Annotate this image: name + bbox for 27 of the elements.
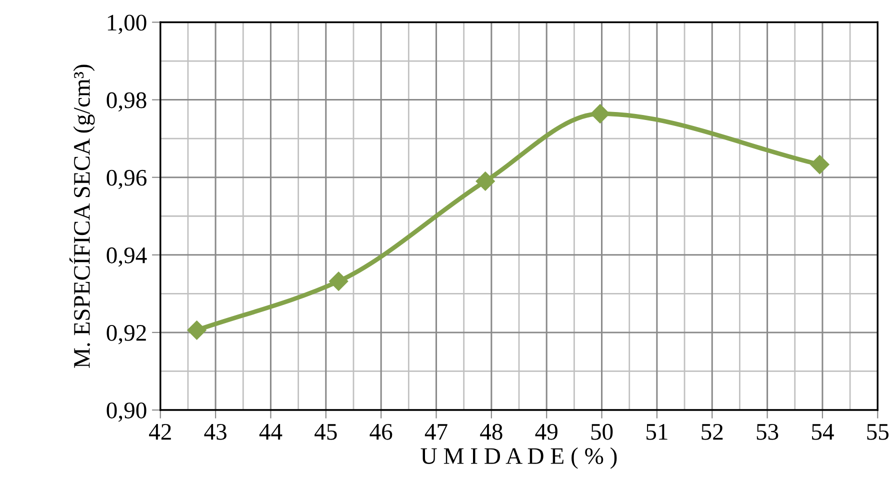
- point: [810, 155, 830, 174]
- x-tick-label: 42: [149, 424, 171, 440]
- y-tick-label: 1,00: [108, 14, 146, 34]
- y-tick-label: 0,98: [106, 92, 146, 112]
- x-tick-label: 51: [646, 424, 668, 440]
- x-tick-label: 46: [370, 424, 392, 440]
- y-tick-label: 0,92: [106, 324, 146, 344]
- point: [476, 172, 495, 191]
- x-tick-label: 43: [204, 424, 226, 440]
- x-tick-label: 44: [259, 424, 282, 440]
- x-tick-label: 55: [867, 424, 889, 440]
- x-tick-label: 53: [756, 424, 778, 440]
- x-tick-label: 54: [812, 424, 834, 440]
- y-tick-label: 0,94: [106, 247, 147, 267]
- point: [590, 104, 610, 124]
- x-tick-label: 52: [702, 424, 723, 440]
- y-tick-label: 0,90: [106, 402, 146, 422]
- x-tick-label: 49: [535, 424, 558, 440]
- x-tick-label: 50: [591, 424, 613, 440]
- point: [187, 320, 206, 340]
- y-tick-label: 0,96: [106, 170, 146, 190]
- x-axis-title: U M I D A D E ( % ): [420, 447, 617, 469]
- x-tick-label: 47: [424, 424, 448, 440]
- x-tick-label: 48: [480, 424, 502, 440]
- y-axis-title: M. ESPECÍFICA SECA (g/cm³): [69, 64, 95, 368]
- x-tick-label: 45: [314, 424, 337, 440]
- point: [329, 272, 348, 291]
